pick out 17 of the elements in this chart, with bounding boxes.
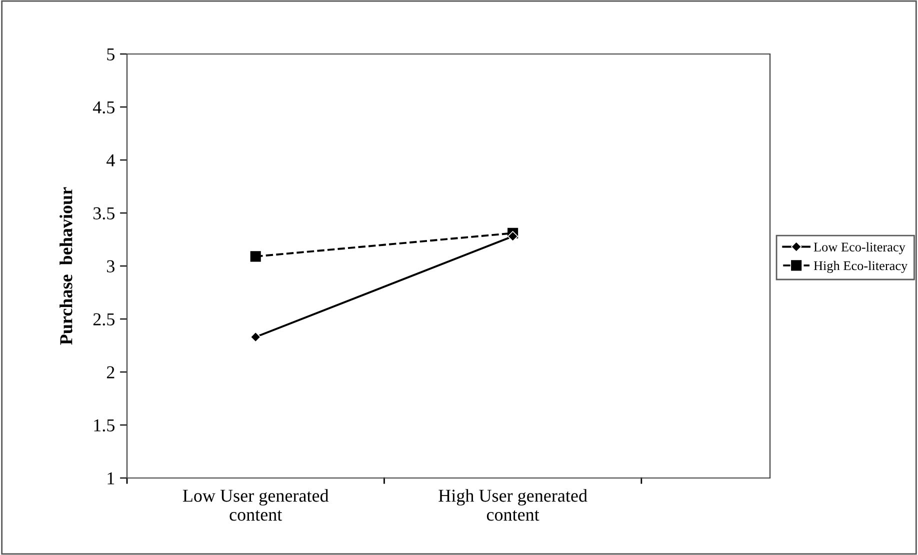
point: [507, 230, 518, 242]
y-tick-label: 1.5: [94, 419, 114, 432]
y-tick-label: 2.5: [93, 313, 114, 326]
y-tick-label: 4: [106, 154, 115, 166]
y-tick-label: 1: [108, 472, 114, 484]
point: [250, 251, 261, 262]
x-tick-label: High User generated content: [438, 489, 588, 521]
point: [250, 332, 261, 342]
y-tick-label: 5: [107, 48, 114, 60]
y-tick-label: 4.5: [92, 101, 114, 114]
y-tick-label: 3.5: [93, 207, 114, 220]
x-tick-label: Low User generated content: [182, 489, 329, 521]
y-tick-label: 3: [107, 260, 114, 272]
y-tick-label: 2: [106, 366, 114, 378]
y-axis-title: Purchase behaviour: [60, 187, 72, 345]
legend-label: High Eco-literacy: [814, 260, 908, 273]
legend-label: Low Eco-literacy: [814, 242, 906, 254]
